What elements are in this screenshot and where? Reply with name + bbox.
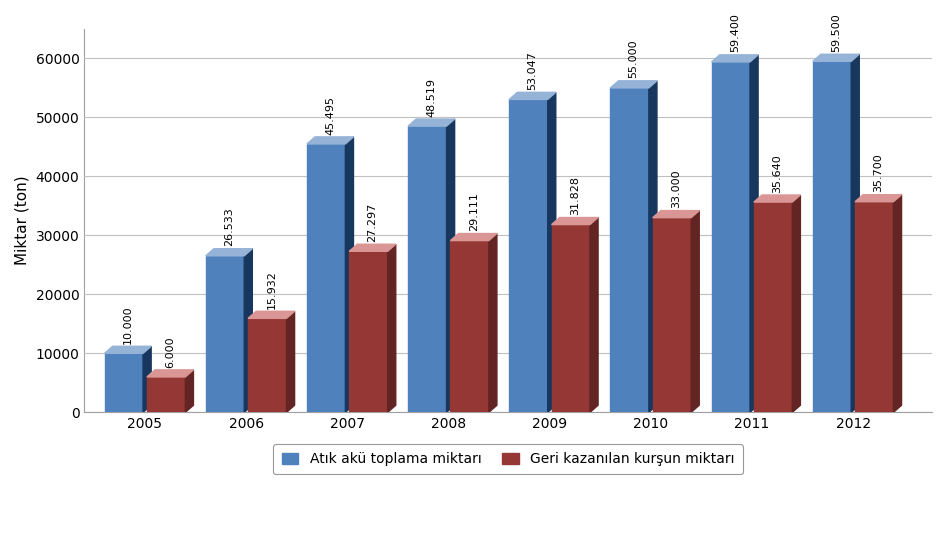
Bar xyxy=(855,202,893,412)
Polygon shape xyxy=(691,210,699,412)
Bar xyxy=(509,100,547,412)
Bar xyxy=(754,202,793,412)
Text: 48.519: 48.519 xyxy=(426,77,437,117)
Polygon shape xyxy=(143,346,152,412)
Polygon shape xyxy=(893,195,902,412)
Legend: Atık akü toplama miktarı, Geri kazanılan kurşun miktarı: Atık akü toplama miktarı, Geri kazanılan… xyxy=(274,444,742,475)
Y-axis label: Miktar (ton): Miktar (ton) xyxy=(15,176,30,265)
Polygon shape xyxy=(750,55,759,412)
Text: 10.000: 10.000 xyxy=(123,305,133,344)
Polygon shape xyxy=(551,217,599,224)
Polygon shape xyxy=(287,312,295,412)
Text: 45.495: 45.495 xyxy=(325,96,335,134)
Text: 59.400: 59.400 xyxy=(730,13,740,53)
Bar xyxy=(408,126,447,412)
Polygon shape xyxy=(447,119,455,412)
Text: 29.111: 29.111 xyxy=(469,192,478,231)
Text: 15.932: 15.932 xyxy=(266,270,277,309)
Bar xyxy=(711,62,750,412)
Text: 35.640: 35.640 xyxy=(772,154,782,193)
Polygon shape xyxy=(509,93,556,100)
Text: 31.828: 31.828 xyxy=(570,176,580,215)
Polygon shape xyxy=(451,233,497,240)
Bar xyxy=(147,377,186,412)
Bar xyxy=(349,251,387,412)
Text: 35.700: 35.700 xyxy=(873,153,884,192)
Polygon shape xyxy=(186,370,193,412)
Polygon shape xyxy=(244,249,252,412)
Text: 33.000: 33.000 xyxy=(671,169,681,208)
Polygon shape xyxy=(248,312,295,318)
Polygon shape xyxy=(793,195,800,412)
Bar xyxy=(611,88,649,412)
Bar xyxy=(104,353,143,412)
Polygon shape xyxy=(711,55,759,62)
Bar xyxy=(307,144,346,412)
Text: 26.533: 26.533 xyxy=(224,208,234,246)
Polygon shape xyxy=(205,249,252,256)
Bar xyxy=(451,240,489,412)
Text: 27.297: 27.297 xyxy=(367,203,378,242)
Polygon shape xyxy=(590,217,599,412)
Text: 59.500: 59.500 xyxy=(831,13,841,52)
Bar xyxy=(551,224,590,412)
Polygon shape xyxy=(346,137,353,412)
Polygon shape xyxy=(547,93,556,412)
Bar xyxy=(248,318,287,412)
Text: 53.047: 53.047 xyxy=(527,51,538,90)
Polygon shape xyxy=(307,137,353,144)
Polygon shape xyxy=(147,370,193,377)
Bar xyxy=(652,218,691,412)
Bar xyxy=(813,61,851,412)
Polygon shape xyxy=(489,233,497,412)
Polygon shape xyxy=(408,119,455,126)
Polygon shape xyxy=(104,346,152,353)
Polygon shape xyxy=(851,54,859,412)
Polygon shape xyxy=(652,210,699,218)
Bar xyxy=(205,256,244,412)
Polygon shape xyxy=(611,81,657,88)
Text: 6.000: 6.000 xyxy=(165,336,175,367)
Polygon shape xyxy=(855,195,902,202)
Polygon shape xyxy=(813,54,859,61)
Polygon shape xyxy=(649,81,657,412)
Polygon shape xyxy=(349,244,396,251)
Polygon shape xyxy=(754,195,800,202)
Polygon shape xyxy=(387,244,396,412)
Text: 55.000: 55.000 xyxy=(629,40,638,79)
